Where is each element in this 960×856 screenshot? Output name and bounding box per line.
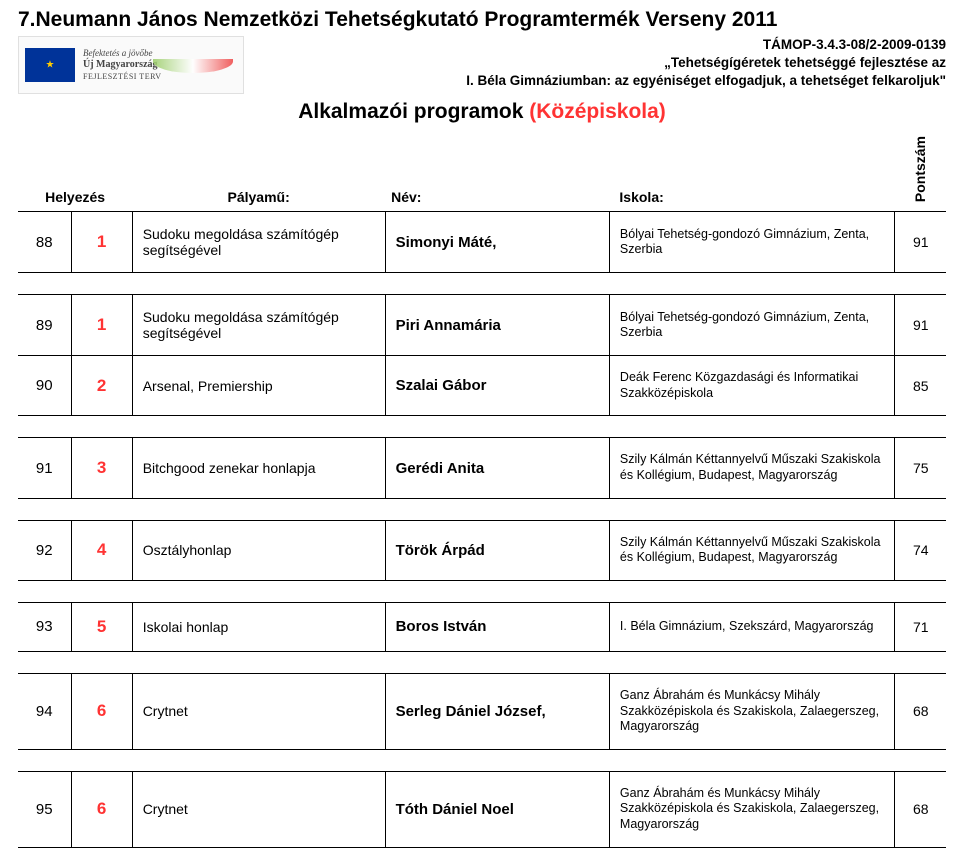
row-index: 92	[18, 520, 71, 580]
spacer-row	[18, 416, 946, 438]
row-name: Szalai Gábor	[385, 356, 609, 416]
row-work: Sudoku megoldása számítógép segítségével	[132, 212, 385, 273]
row-index: 88	[18, 212, 71, 273]
row-school: Bólyai Tehetség-gondozó Gimnázium, Zenta…	[609, 295, 895, 356]
row-name: Boros István	[385, 602, 609, 651]
table-row: 946CrytnetSerleg Dániel József,Ganz Ábra…	[18, 673, 946, 749]
row-index: 90	[18, 356, 71, 416]
logo-slogan-mid: Új Magyarország	[83, 59, 162, 71]
row-work: Crytnet	[132, 673, 385, 749]
row-school: Szily Kálmán Kéttannyelvű Műszaki Szakis…	[609, 520, 895, 580]
logo-slogan-bot: FEJLESZTÉSI TERV	[83, 71, 162, 83]
header-school: Iskola:	[609, 132, 895, 212]
row-rank: 4	[71, 520, 132, 580]
table-row: 902Arsenal, PremiershipSzalai GáborDeák …	[18, 356, 946, 416]
row-rank: 6	[71, 673, 132, 749]
table-row: 935Iskolai honlapBoros IstvánI. Béla Gim…	[18, 602, 946, 651]
row-score: 71	[895, 602, 946, 651]
row-name: Simonyi Máté,	[385, 212, 609, 273]
header-work: Pályamű:	[132, 132, 385, 212]
logo-text: Befektetés a jövőbe Új Magyarország FEJL…	[83, 47, 162, 83]
row-school: Ganz Ábrahám és Munkácsy Mihály Szakközé…	[609, 673, 895, 749]
row-index: 91	[18, 438, 71, 498]
eu-logo: Befektetés a jövőbe Új Magyarország FEJL…	[18, 36, 244, 94]
spacer-row	[18, 273, 946, 295]
table-row: 924OsztályhonlapTörök ÁrpádSzily Kálmán …	[18, 520, 946, 580]
row-rank: 5	[71, 602, 132, 651]
row-rank: 2	[71, 356, 132, 416]
row-index: 95	[18, 771, 71, 847]
row-name: Serleg Dániel József,	[385, 673, 609, 749]
row-work: Iskolai honlap	[132, 602, 385, 651]
table-row: 891Sudoku megoldása számítógép segítségé…	[18, 295, 946, 356]
row-school: Szily Kálmán Kéttannyelvű Műszaki Szakis…	[609, 438, 895, 498]
row-name: Tóth Dániel Noel	[385, 771, 609, 847]
table-header-row: Helyezés Pályamű: Név: Iskola: Pontszám	[18, 132, 946, 212]
row-work: Crytnet	[132, 771, 385, 847]
page-title: 7.Neumann János Nemzetközi Tehetségkutat…	[18, 8, 946, 32]
row-school: Bólyai Tehetség-gondozó Gimnázium, Zenta…	[609, 212, 895, 273]
row-work: Osztályhonlap	[132, 520, 385, 580]
row-score: 75	[895, 438, 946, 498]
row-index: 93	[18, 602, 71, 651]
table-row: 913Bitchgood zenekar honlapjaGerédi Anit…	[18, 438, 946, 498]
spacer-row	[18, 498, 946, 520]
meta-line2: „Tehetségígéretek tehetséggé fejlesztése…	[466, 54, 946, 72]
row-score: 68	[895, 673, 946, 749]
row-rank: 6	[71, 771, 132, 847]
row-school: I. Béla Gimnázium, Szekszárd, Magyarorsz…	[609, 602, 895, 651]
table-row: 881Sudoku megoldása számítógép segítségé…	[18, 212, 946, 273]
header-row: Befektetés a jövőbe Új Magyarország FEJL…	[18, 36, 946, 94]
logo-slogan-top: Befektetés a jövőbe	[83, 47, 162, 59]
row-score: 85	[895, 356, 946, 416]
row-school: Ganz Ábrahám és Munkácsy Mihály Szakközé…	[609, 771, 895, 847]
results-table: Helyezés Pályamű: Név: Iskola: Pontszám …	[18, 132, 946, 848]
header-score: Pontszám	[895, 132, 946, 212]
row-score: 91	[895, 212, 946, 273]
row-work: Sudoku megoldása számítógép segítségével	[132, 295, 385, 356]
row-score: 74	[895, 520, 946, 580]
section-main: Alkalmazói programok	[298, 100, 529, 123]
table-row: 956CrytnetTóth Dániel NoelGanz Ábrahám é…	[18, 771, 946, 847]
row-work: Arsenal, Premiership	[132, 356, 385, 416]
header-rank: Helyezés	[18, 132, 132, 212]
row-score: 68	[895, 771, 946, 847]
spacer-row	[18, 580, 946, 602]
row-name: Piri Annamária	[385, 295, 609, 356]
row-work: Bitchgood zenekar honlapja	[132, 438, 385, 498]
spacer-row	[18, 651, 946, 673]
header-name: Név:	[385, 132, 609, 212]
meta-code: TÁMOP-3.4.3-08/2-2009-0139	[466, 36, 946, 54]
row-name: Gerédi Anita	[385, 438, 609, 498]
logo-swoosh-icon	[153, 59, 233, 73]
meta-block: TÁMOP-3.4.3-08/2-2009-0139 „Tehetségígér…	[466, 36, 946, 91]
row-school: Deák Ferenc Közgazdasági és Informatikai…	[609, 356, 895, 416]
row-rank: 1	[71, 212, 132, 273]
eu-flag-icon	[25, 48, 75, 82]
row-index: 89	[18, 295, 71, 356]
spacer-row	[18, 749, 946, 771]
row-index: 94	[18, 673, 71, 749]
row-rank: 1	[71, 295, 132, 356]
section-sub: (Középiskola)	[529, 100, 666, 123]
row-rank: 3	[71, 438, 132, 498]
row-name: Török Árpád	[385, 520, 609, 580]
meta-line3: I. Béla Gimnáziumban: az egyéniséget elf…	[466, 72, 946, 90]
section-header: Alkalmazói programok (Középiskola)	[18, 100, 946, 124]
header-score-label: Pontszám	[913, 136, 927, 202]
row-score: 91	[895, 295, 946, 356]
